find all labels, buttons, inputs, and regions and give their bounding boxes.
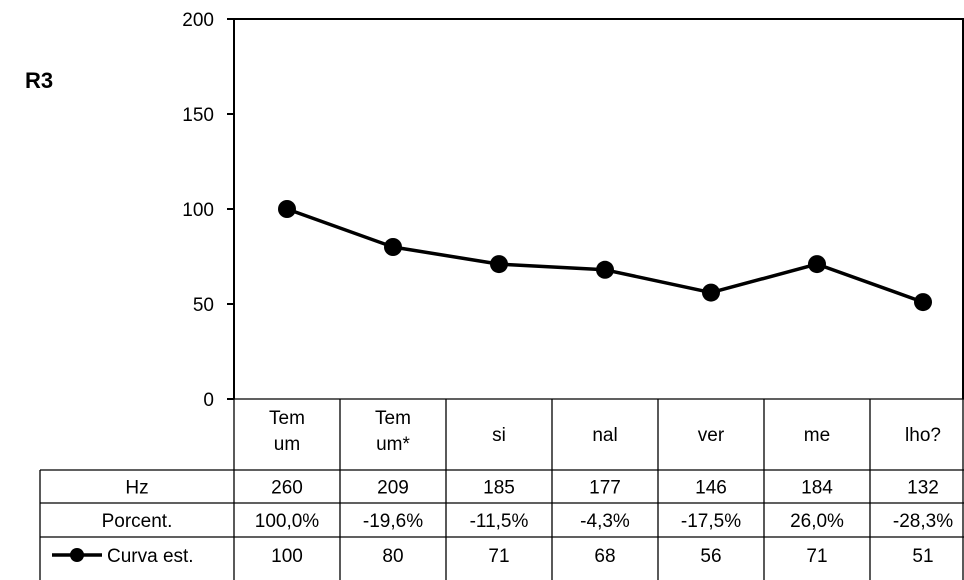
table-cell: 100,0%	[255, 511, 320, 532]
x-category-label: si	[492, 425, 506, 446]
table-cell: 80	[382, 546, 403, 567]
x-category-label: me	[804, 425, 830, 446]
y-tick-label: 0	[203, 390, 214, 411]
table-cell: -17,5%	[681, 511, 741, 532]
table-cell: 26,0%	[790, 511, 844, 532]
table-cell: -11,5%	[470, 511, 529, 532]
data-point	[808, 255, 826, 274]
table-cell: 260	[271, 478, 303, 499]
x-category-label: lho?	[905, 425, 941, 446]
x-category-label: ver	[698, 425, 725, 446]
table-cell: -19,6%	[363, 511, 423, 532]
data-point	[914, 293, 932, 312]
table-cell: 56	[700, 546, 721, 567]
x-category-label: Tem um*	[375, 408, 411, 455]
table-cell: 209	[377, 478, 409, 499]
y-tick-label: 100	[182, 200, 214, 221]
chart-title: R3	[25, 68, 53, 93]
legend-marker	[70, 548, 84, 562]
x-category-label: Tem um	[269, 408, 305, 455]
table-cell: 51	[912, 546, 933, 567]
table-cell: -4,3%	[580, 511, 630, 532]
y-tick-label: 150	[182, 105, 214, 126]
data-point	[702, 283, 720, 302]
data-point	[384, 238, 402, 256]
table-cell: -28,3%	[893, 511, 953, 532]
y-tick-label: 50	[193, 295, 214, 316]
series-line	[286, 207, 924, 304]
table-cell: 146	[695, 478, 727, 499]
y-axis: 0 50 100 150 200	[182, 10, 235, 411]
series-group	[278, 200, 932, 312]
table-cell: 71	[488, 546, 509, 567]
table-cell: 177	[589, 478, 621, 499]
x-category-label: nal	[592, 425, 617, 446]
y-tick-label: 200	[182, 10, 214, 31]
table-cell: 68	[594, 546, 615, 567]
table-cell: 71	[806, 546, 827, 567]
table-row-label: Porcent.	[102, 511, 173, 532]
table-cell: 184	[801, 478, 833, 499]
data-table: Tem um Tem um* si nal ver me lho? Hz 260 209 185 177 1…	[39, 398, 964, 580]
table-row-label: Curva est.	[107, 546, 194, 567]
table-cell: 132	[907, 478, 939, 499]
table-row-label: Hz	[125, 478, 148, 499]
data-point	[278, 200, 296, 218]
plot-frame	[234, 18, 964, 399]
table-cell: 185	[483, 478, 515, 499]
data-point	[596, 260, 614, 279]
table-cell: 100	[271, 546, 303, 567]
data-point	[490, 255, 508, 274]
